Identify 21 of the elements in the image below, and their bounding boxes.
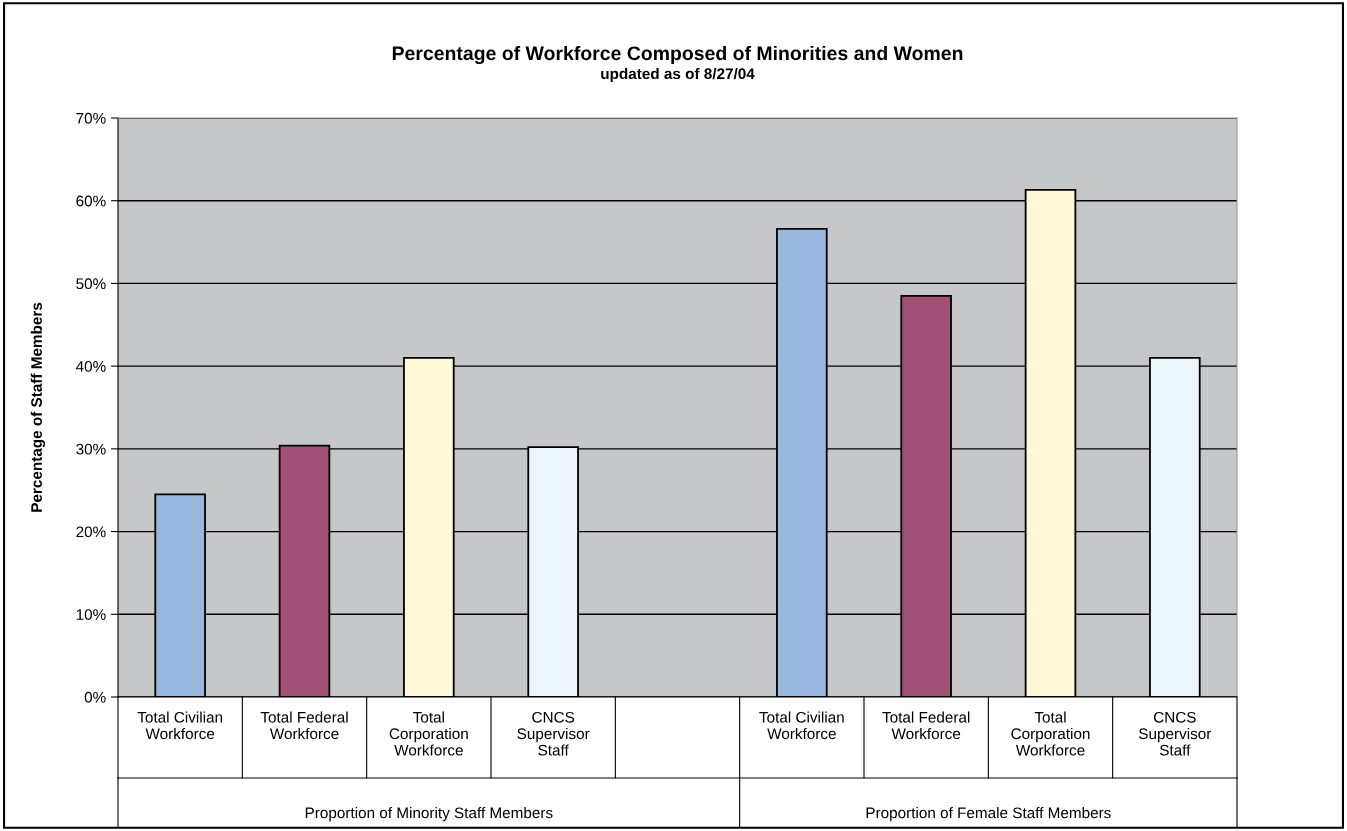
y-tick-label: 50%: [76, 278, 106, 290]
chart-title: Percentage of Workforce Composed of Minorities and Women: [392, 45, 963, 65]
y-tick-label: 0%: [84, 691, 106, 703]
y-tick-label: 70%: [76, 112, 106, 124]
text: Proportion of Female Staff Members: [866, 807, 1111, 822]
chart-subtitle: updated as of 8/27/04: [601, 67, 755, 83]
y-tick-label: 20%: [76, 526, 106, 538]
x-tick-label: Total Corporation Workforce: [389, 711, 468, 756]
x-tick-label: Total Civilian Workforce: [759, 711, 844, 740]
x-tick-label: CNCS Supervisor Staff: [1139, 711, 1212, 756]
y-tick-label: 60%: [76, 195, 106, 207]
y-tick-label: 10%: [76, 609, 106, 620]
x-tick-label: Total Civilian Workforce: [137, 711, 223, 740]
text: Proportion of Minority Staff Members: [305, 807, 553, 822]
y-axis-title: Percentage of Staff Members: [30, 302, 46, 512]
x-tick-label: Total Corporation Workforce: [1011, 711, 1090, 756]
x-tick-label: CNCS Supervisor Staff: [517, 711, 590, 756]
y-tick-label: 30%: [76, 443, 106, 455]
x-tick-label: Total Federal Workforce: [882, 711, 970, 740]
x-tick-label: Total Federal Workforce: [260, 711, 348, 740]
y-tick-label: 40%: [75, 361, 106, 372]
